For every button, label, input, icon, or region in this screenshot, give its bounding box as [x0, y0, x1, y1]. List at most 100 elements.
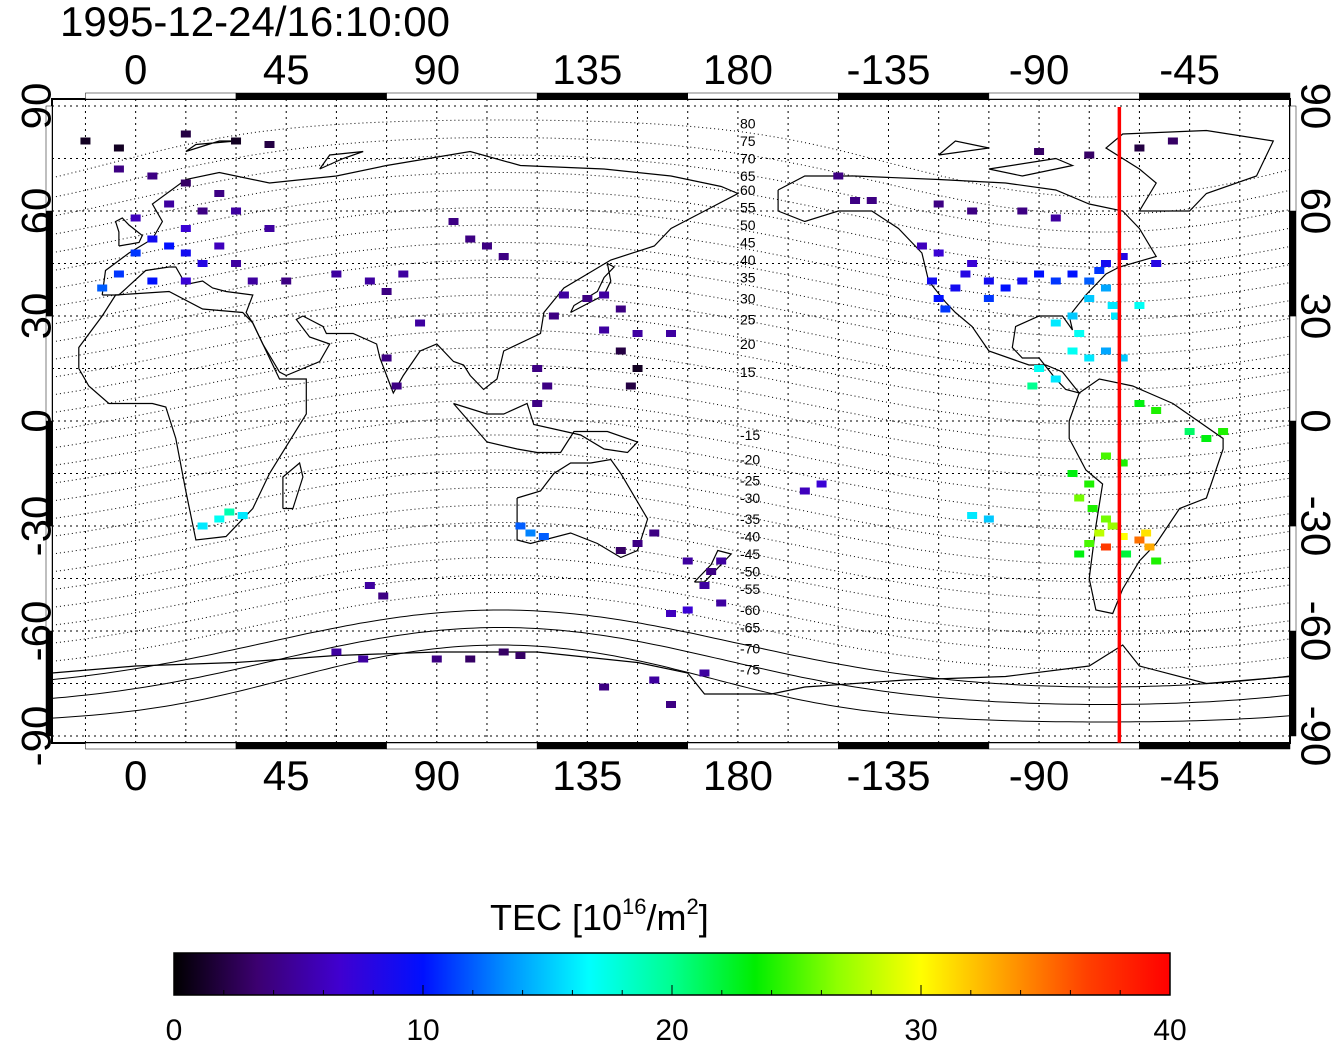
- top-border-bar: [838, 92, 990, 100]
- lat-tick-label-right: 90: [1293, 83, 1340, 130]
- tec-point: [1067, 270, 1078, 278]
- contour-label: -20: [740, 452, 760, 468]
- lat-tick-label-left: 0: [13, 409, 60, 432]
- tec-point: [582, 295, 593, 302]
- tec-point: [224, 508, 235, 516]
- tec-point: [247, 277, 258, 285]
- tec-point: [465, 655, 476, 663]
- tec-point: [1067, 312, 1078, 320]
- lat-tick-label-right: -60: [1293, 601, 1340, 662]
- tec-point: [1084, 151, 1095, 159]
- lon-tick-label-bottom: 90: [413, 752, 460, 799]
- tec-point: [1094, 267, 1105, 274]
- tec-point: [632, 365, 643, 372]
- tec-point: [331, 270, 342, 278]
- contour-line: [52, 189, 1290, 268]
- tec-point: [682, 606, 693, 614]
- tec-point: [816, 480, 827, 488]
- tec-point: [983, 277, 994, 285]
- tec-point: [231, 260, 242, 267]
- tec-point: [1100, 284, 1111, 292]
- tec-point: [933, 200, 944, 208]
- tec-point: [197, 207, 208, 215]
- tec-point: [481, 242, 492, 250]
- contour-line: [52, 627, 1290, 705]
- colorbar: TEC [1016/m2] 0 10 20 30 40: [166, 894, 1187, 1047]
- tec-point: [113, 270, 124, 278]
- lon-tick-label-top: 0: [124, 46, 147, 93]
- tec-point: [415, 319, 426, 327]
- tec-point: [1201, 435, 1212, 442]
- lat-tick-label-left: -60: [13, 601, 60, 662]
- tec-point: [515, 652, 526, 659]
- lat-tick-label-left: -90: [13, 706, 60, 767]
- tec-point: [1144, 543, 1155, 551]
- tec-point: [130, 249, 141, 257]
- figure-title: 1995-12-24/16:10:00: [60, 0, 450, 45]
- colorbar-label: TEC [1016/m2]: [490, 894, 709, 938]
- coastline: [114, 217, 144, 247]
- tec-point: [1074, 550, 1085, 558]
- tec-point: [378, 592, 389, 600]
- tec-point: [926, 277, 937, 285]
- tec-point: [599, 326, 610, 334]
- colorbar-ticks: 0 10 20 30 40: [166, 985, 1187, 1047]
- tec-point: [237, 512, 248, 519]
- tec-point: [649, 676, 660, 684]
- tec-point: [130, 214, 141, 222]
- tec-point: [391, 382, 402, 390]
- tec-point: [1050, 375, 1061, 383]
- tec-point: [1107, 302, 1118, 309]
- tec-point: [632, 330, 643, 337]
- tec-point: [1141, 529, 1152, 537]
- contour-label: -70: [740, 641, 760, 657]
- tec-point: [164, 200, 175, 208]
- tec-point: [1050, 214, 1061, 222]
- coastline: [938, 140, 990, 156]
- tec-point: [147, 172, 158, 180]
- lat-tick-label-left: 30: [13, 293, 60, 340]
- tec-point: [525, 529, 536, 537]
- lon-tick-label-top: 180: [703, 46, 773, 93]
- tec-point: [180, 249, 191, 257]
- coastline: [1104, 129, 1275, 212]
- contour-label: 75: [740, 133, 756, 149]
- top-border-bar: [536, 92, 688, 100]
- tec-point: [1121, 550, 1132, 558]
- lon-tick-label-bottom: -90: [1009, 752, 1070, 799]
- tec-point: [1218, 428, 1229, 435]
- tec-point: [649, 529, 660, 537]
- colorbar-tick-label: 30: [904, 1014, 937, 1047]
- tec-point: [1084, 354, 1095, 362]
- tec-point: [1000, 284, 1011, 292]
- tec-point: [940, 305, 951, 313]
- top-border-bar: [1139, 92, 1291, 100]
- tec-point: [950, 284, 961, 292]
- tec-point: [1034, 365, 1045, 372]
- tec-point: [1067, 347, 1078, 355]
- contour-line: [52, 207, 1290, 285]
- lat-tick-label-left: 60: [13, 188, 60, 235]
- colorbar-tick-label: 40: [1153, 1014, 1186, 1047]
- geomagnetic-contours: [52, 119, 1290, 723]
- tec-point: [933, 295, 944, 302]
- contour-label: -75: [740, 662, 760, 678]
- tec-point: [666, 330, 676, 337]
- tec-point: [364, 582, 375, 589]
- contour-label: -35: [740, 511, 760, 527]
- colorbar-tick-label: 0: [166, 1014, 183, 1047]
- contour-line: [52, 137, 1290, 215]
- tec-point: [431, 655, 442, 663]
- tec-point: [1151, 407, 1162, 414]
- tec-point: [706, 568, 717, 575]
- contour-label: 65: [740, 168, 756, 184]
- contour-label: 70: [740, 151, 756, 167]
- top-border-bar: [988, 92, 1140, 100]
- tec-point: [799, 487, 810, 495]
- tec-point: [1134, 536, 1145, 544]
- contour-line: [52, 172, 1290, 250]
- tec-point: [1050, 319, 1061, 327]
- tec-point: [1027, 382, 1038, 390]
- lon-tick-label-top: -45: [1159, 46, 1220, 93]
